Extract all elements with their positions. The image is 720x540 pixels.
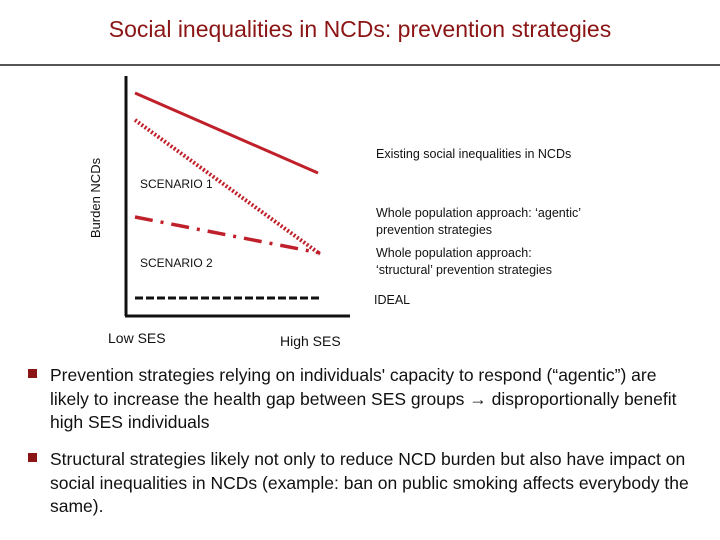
structural-label-line-2: ‘structural’ prevention strategies xyxy=(376,263,552,277)
bullet-list: Prevention strategies relying on individ… xyxy=(28,364,698,532)
bullet-marker xyxy=(28,369,37,378)
y-axis-label: Burden NCDs xyxy=(88,157,103,238)
structural-label-line-1: Whole population approach: xyxy=(376,246,532,260)
existing-label: Existing social inequalities in NCDs xyxy=(376,147,571,161)
agentic-label-line-2: prevention strategies xyxy=(376,223,492,237)
bullet-text: Structural strategies likely not only to… xyxy=(50,448,689,517)
slide-title: Social inequalities in NCDs: prevention … xyxy=(108,16,612,42)
agentic-label-line-1: Whole population approach: ‘agentic’ xyxy=(376,206,581,220)
bullet-marker xyxy=(28,452,37,462)
bullet-text: Prevention strategies relying on individ… xyxy=(50,365,677,433)
scenario-1-label: SCENARIO 1 xyxy=(140,177,213,191)
title-divider xyxy=(0,64,720,66)
bullet-agentic: Prevention strategies relying on individ… xyxy=(28,364,698,435)
low-ses-label: Low SES xyxy=(108,330,166,346)
structural-strategy-line xyxy=(134,215,321,255)
scenario-2-label: SCENARIO 2 xyxy=(140,256,213,270)
ses-burden-diagram: Burden NCDs Existing social inequalities… xyxy=(88,76,581,349)
existing-inequalities-line xyxy=(134,91,319,175)
bullet-structural: Structural strategies likely not only to… xyxy=(28,448,698,519)
high-ses-label: High SES xyxy=(280,333,341,349)
ideal-label: IDEAL xyxy=(374,293,410,307)
